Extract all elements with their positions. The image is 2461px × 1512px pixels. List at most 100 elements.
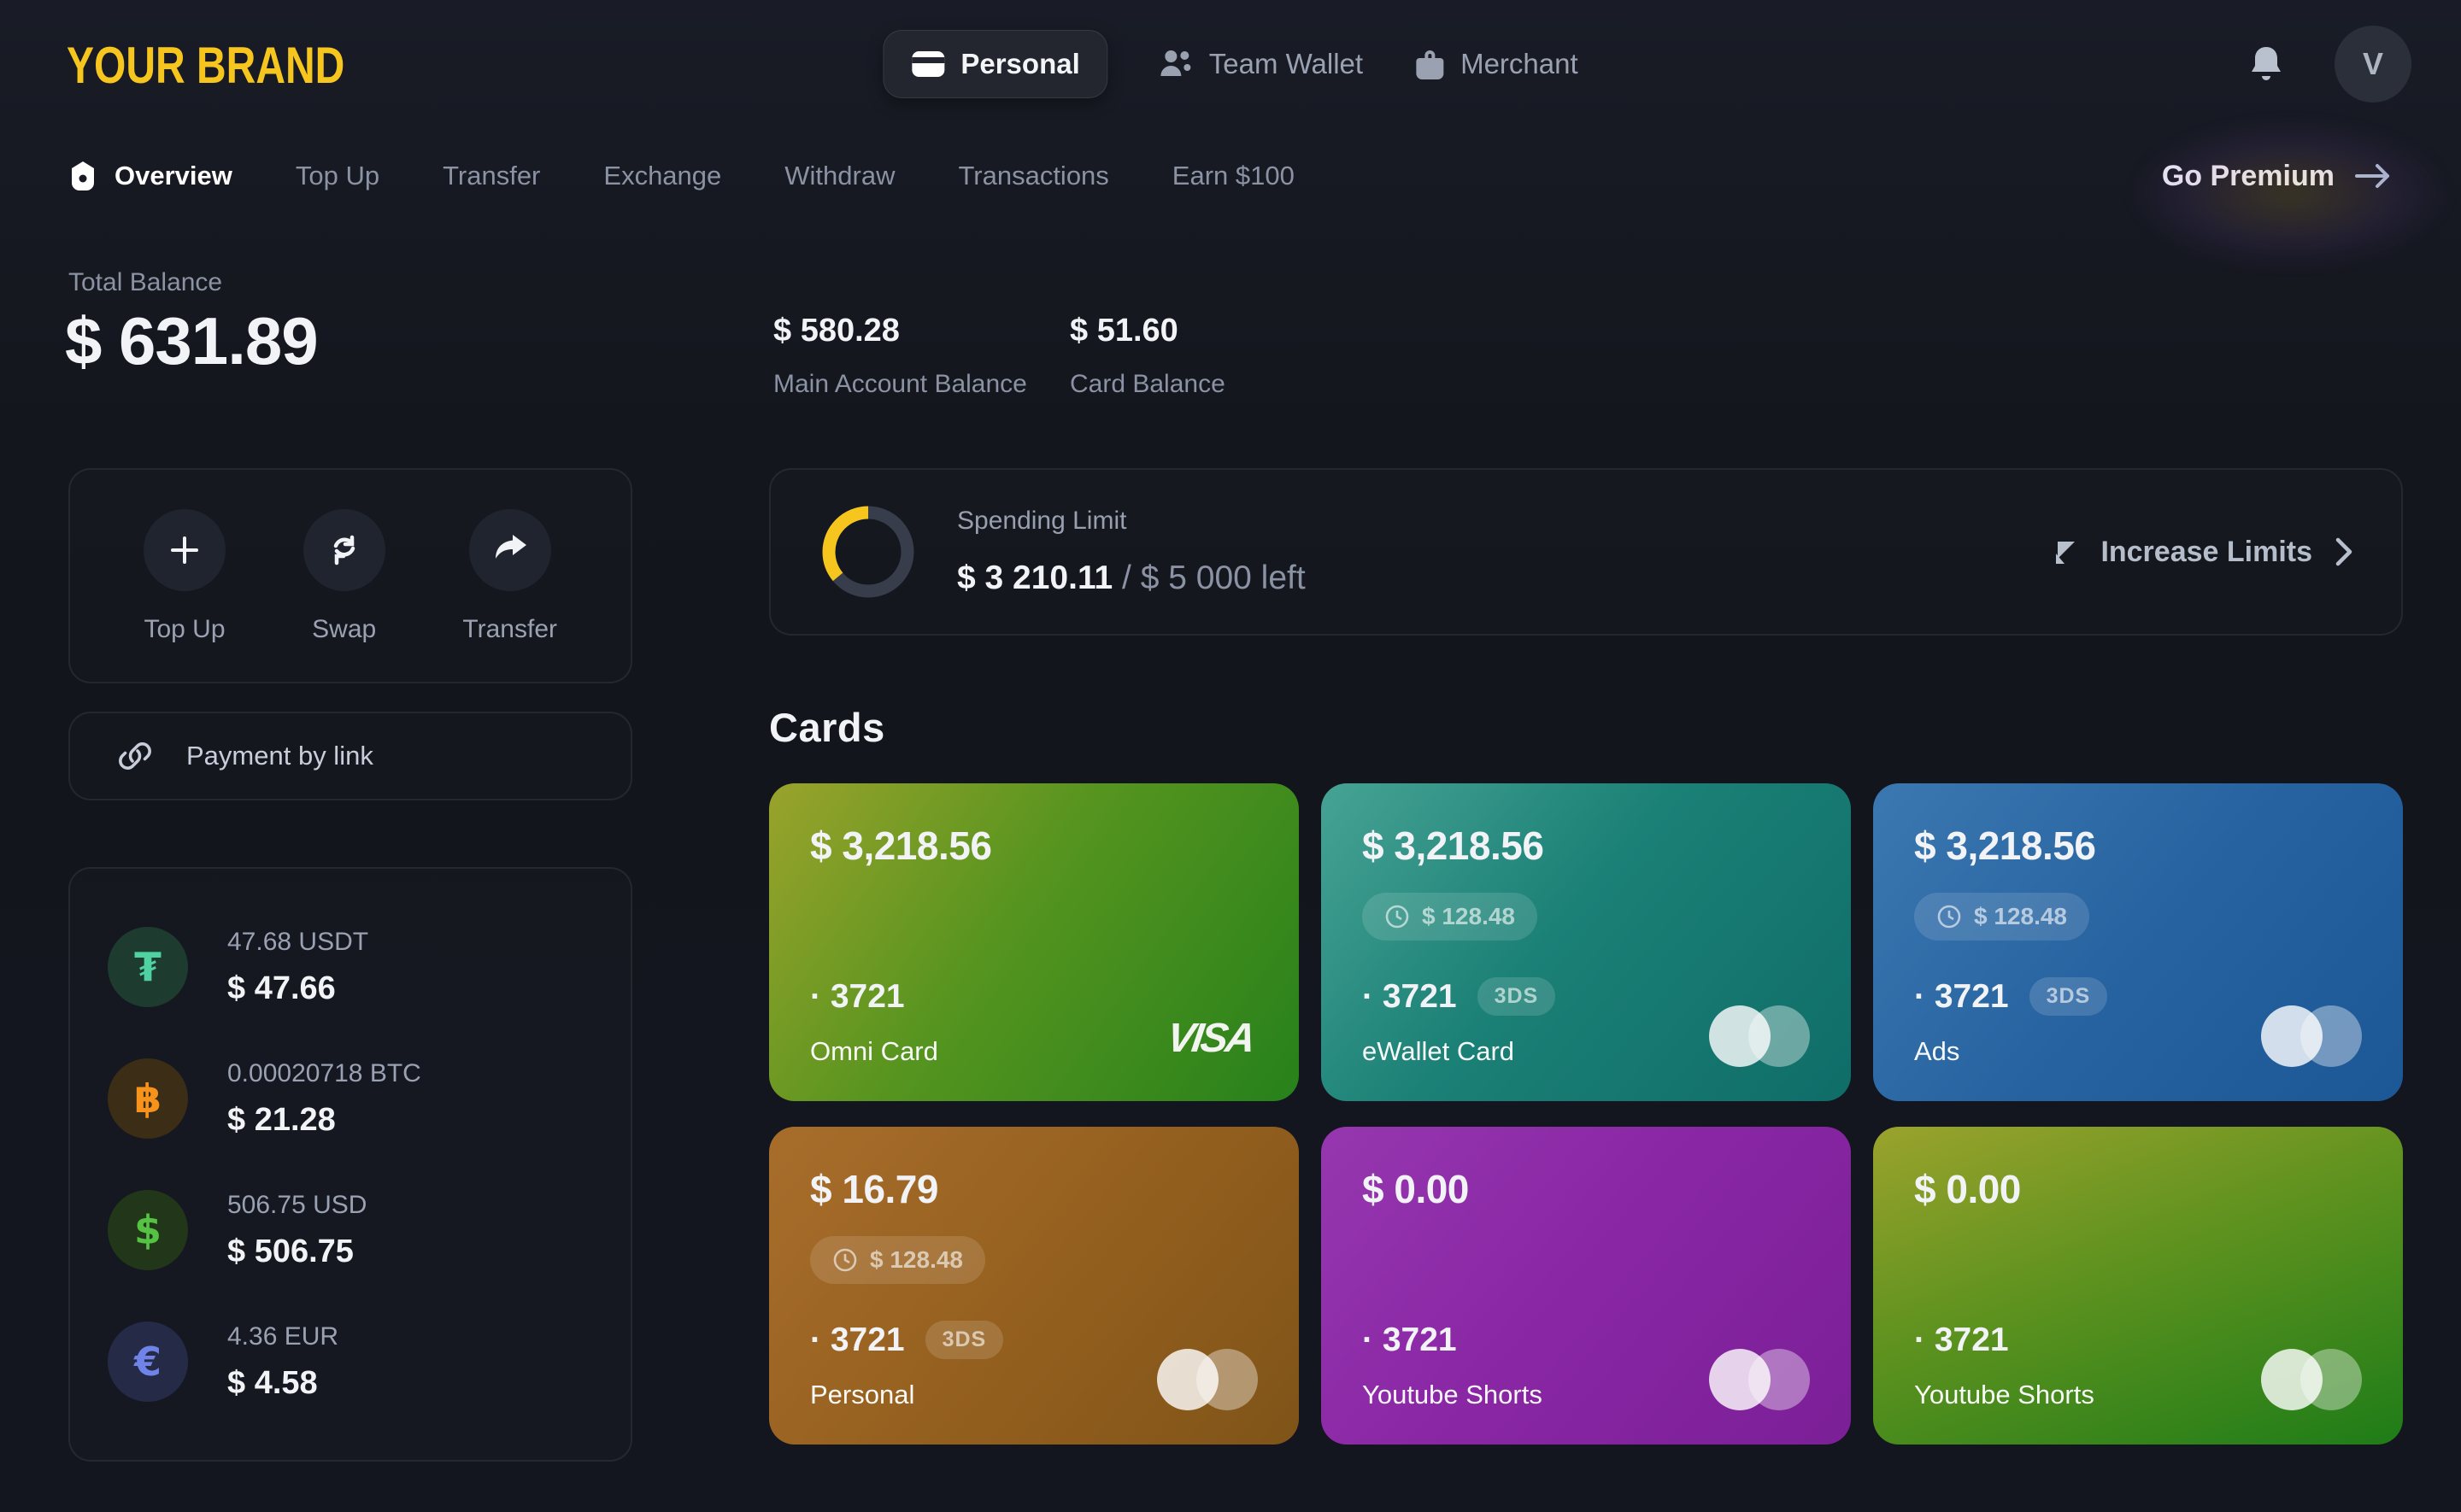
card-last4: · 3721 bbox=[810, 1321, 905, 1358]
nav-label: Overview bbox=[115, 161, 232, 190]
action-label: Transfer bbox=[462, 615, 557, 643]
nav-top-up[interactable]: Top Up bbox=[295, 161, 380, 190]
clock-icon bbox=[1385, 905, 1409, 929]
arrow-right-icon bbox=[2353, 161, 2393, 190]
pending-badge: $ 128.48 bbox=[1362, 893, 1537, 941]
asset-row-btc[interactable]: ฿ 0.00020718 BTC $ 21.28 bbox=[70, 1033, 631, 1164]
sub-balances: $ 580.28 Main Account Balance $ 51.60 Ca… bbox=[773, 313, 1366, 399]
avatar[interactable]: V bbox=[2335, 26, 2411, 103]
card-last4: · 3721 bbox=[810, 978, 905, 1015]
premium-label: Go Premium bbox=[2161, 159, 2335, 192]
tab-merchant[interactable]: Merchant bbox=[1414, 48, 1578, 80]
app-header: YOUR BRAND Personal Team Wallet Merchant… bbox=[0, 0, 2461, 128]
bag-icon bbox=[1414, 48, 1445, 80]
brand-logo: YOUR BRAND bbox=[67, 37, 345, 94]
threeds-badge: 3DS bbox=[1477, 977, 1556, 1016]
btc-icon: ฿ bbox=[108, 1058, 188, 1139]
header-right: V bbox=[2247, 0, 2411, 128]
tab-label: Merchant bbox=[1460, 48, 1578, 79]
tab-label: Team Wallet bbox=[1208, 48, 1364, 79]
btc-symbol: ฿ bbox=[133, 1075, 162, 1122]
asset-amount: 4.36 EUR bbox=[227, 1322, 339, 1351]
remaining-amount: $ 5 000 left bbox=[1140, 560, 1306, 596]
asset-amount: 506.75 USD bbox=[227, 1190, 367, 1219]
main-nav: Overview Top Up Transfer Exchange Withdr… bbox=[0, 99, 2461, 288]
card-icon bbox=[911, 50, 945, 78]
cards-grid: $ 3,218.56 · 3721 3DS Omni Card VISA $ 3… bbox=[769, 783, 2403, 1445]
cards-section-title: Cards bbox=[769, 705, 885, 750]
nav-overview[interactable]: Overview bbox=[68, 161, 232, 191]
card-balance: $ 3,218.56 bbox=[810, 823, 992, 868]
payment-link-label: Payment by link bbox=[186, 741, 373, 771]
asset-usd-value: $ 21.28 bbox=[227, 1101, 336, 1138]
account-type-tabs: Personal Team Wallet Merchant bbox=[883, 0, 1578, 128]
payment-by-link-button[interactable]: Payment by link bbox=[68, 712, 632, 800]
link-icon bbox=[116, 737, 154, 775]
main-balance-value: $ 580.28 bbox=[773, 313, 900, 349]
card-name: eWallet Card bbox=[1362, 1036, 1515, 1066]
go-premium-button[interactable]: Go Premium bbox=[2084, 99, 2461, 288]
quick-actions-panel: Top Up Swap Transfer bbox=[68, 468, 632, 683]
bank-card[interactable]: $ 3,218.56 · 3721 3DS Omni Card VISA bbox=[769, 783, 1299, 1101]
card-logo-circles bbox=[1157, 1349, 1258, 1412]
top-up-button[interactable]: Top Up bbox=[144, 509, 226, 682]
asset-row-usdt[interactable]: ₮ 47.68 USDT $ 47.66 bbox=[70, 901, 631, 1033]
left-column: Top Up Swap Transfer Payment by l bbox=[68, 468, 632, 1462]
asset-amount: 47.68 USDT bbox=[227, 927, 369, 956]
main-account-balance: $ 580.28 Main Account Balance bbox=[773, 313, 1070, 399]
card-balance: $ 3,218.56 bbox=[1362, 823, 1544, 868]
usdt-icon: ₮ bbox=[108, 927, 188, 1007]
limit-separator: / bbox=[1113, 560, 1141, 596]
premium-glow bbox=[2084, 99, 2461, 288]
nav-earn[interactable]: Earn $100 bbox=[1172, 161, 1295, 190]
clock-icon bbox=[833, 1248, 857, 1272]
bank-card[interactable]: $ 16.79 $ 128.48 · 3721 3DS Personal VIS… bbox=[769, 1127, 1299, 1445]
nav-exchange[interactable]: Exchange bbox=[603, 161, 722, 190]
card-balance: $ 3,218.56 bbox=[1914, 823, 2096, 868]
action-label: Swap bbox=[312, 615, 377, 643]
assets-panel: ₮ 47.68 USDT $ 47.66 ฿ 0.00020718 BTC $ … bbox=[68, 867, 632, 1462]
nav-transactions[interactable]: Transactions bbox=[958, 161, 1109, 190]
total-balance-label: Total Balance bbox=[68, 268, 223, 296]
asset-row-eur[interactable]: € 4.36 EUR $ 4.58 bbox=[70, 1296, 631, 1427]
tab-team-wallet[interactable]: Team Wallet bbox=[1160, 48, 1363, 80]
action-label: Top Up bbox=[144, 615, 226, 643]
asset-amount: 0.00020718 BTC bbox=[227, 1058, 421, 1087]
right-column: Spending Limit $ 3 210.11 / $ 5 000 left… bbox=[769, 468, 2403, 1445]
card-logo-circles bbox=[1709, 1349, 1810, 1412]
users-icon bbox=[1160, 49, 1194, 79]
card-balance: $ 51.60 Card Balance bbox=[1070, 313, 1366, 399]
card-logo-circles bbox=[2261, 1005, 2362, 1069]
asset-usd-value: $ 47.66 bbox=[227, 970, 336, 1006]
avatar-initial: V bbox=[2362, 46, 2383, 81]
nav-transfer[interactable]: Transfer bbox=[443, 161, 541, 190]
bell-icon[interactable] bbox=[2247, 44, 2285, 85]
transfer-button[interactable]: Transfer bbox=[462, 509, 557, 682]
card-name: Personal bbox=[810, 1380, 915, 1409]
tab-personal[interactable]: Personal bbox=[883, 30, 1108, 98]
asset-usd-value: $ 506.75 bbox=[227, 1233, 354, 1269]
asset-row-usd[interactable]: $ 506.75 USD $ 506.75 bbox=[70, 1164, 631, 1296]
increase-limits-button[interactable]: Increase Limits bbox=[2051, 536, 2353, 569]
usd-icon: $ bbox=[108, 1190, 188, 1270]
spending-donut bbox=[819, 502, 918, 601]
threeds-badge: 3DS bbox=[925, 1321, 1004, 1359]
bank-card[interactable]: $ 0.00 · 3721 3DS Youtube Shorts VISA bbox=[1321, 1127, 1851, 1445]
bank-card[interactable]: $ 3,218.56 $ 128.48 · 3721 3DS Ads VISA bbox=[1873, 783, 2403, 1101]
nav-withdraw[interactable]: Withdraw bbox=[784, 161, 896, 190]
visa-logo: VISA bbox=[1164, 1016, 1256, 1061]
bank-card[interactable]: $ 3,218.56 $ 128.48 · 3721 3DS eWallet C… bbox=[1321, 783, 1851, 1101]
card-last4: · 3721 bbox=[1362, 1322, 1457, 1358]
plus-icon bbox=[144, 509, 226, 591]
card-balance: $ 0.00 bbox=[1362, 1167, 1469, 1211]
spending-limit-value: $ 3 210.11 / $ 5 000 left bbox=[957, 560, 1306, 597]
usd-symbol: $ bbox=[133, 1207, 162, 1253]
spending-limit-widget: Spending Limit $ 3 210.11 / $ 5 000 left… bbox=[769, 468, 2403, 636]
card-name: Ads bbox=[1914, 1036, 1960, 1066]
card-logo-circles bbox=[2261, 1349, 2362, 1412]
card-name: Omni Card bbox=[810, 1036, 938, 1066]
pending-badge: $ 128.48 bbox=[810, 1236, 985, 1284]
bank-card[interactable]: $ 0.00 · 3721 3DS Youtube Shorts VISA bbox=[1873, 1127, 2403, 1445]
swap-button[interactable]: Swap bbox=[302, 509, 385, 682]
card-last4: · 3721 bbox=[1362, 977, 1457, 1015]
